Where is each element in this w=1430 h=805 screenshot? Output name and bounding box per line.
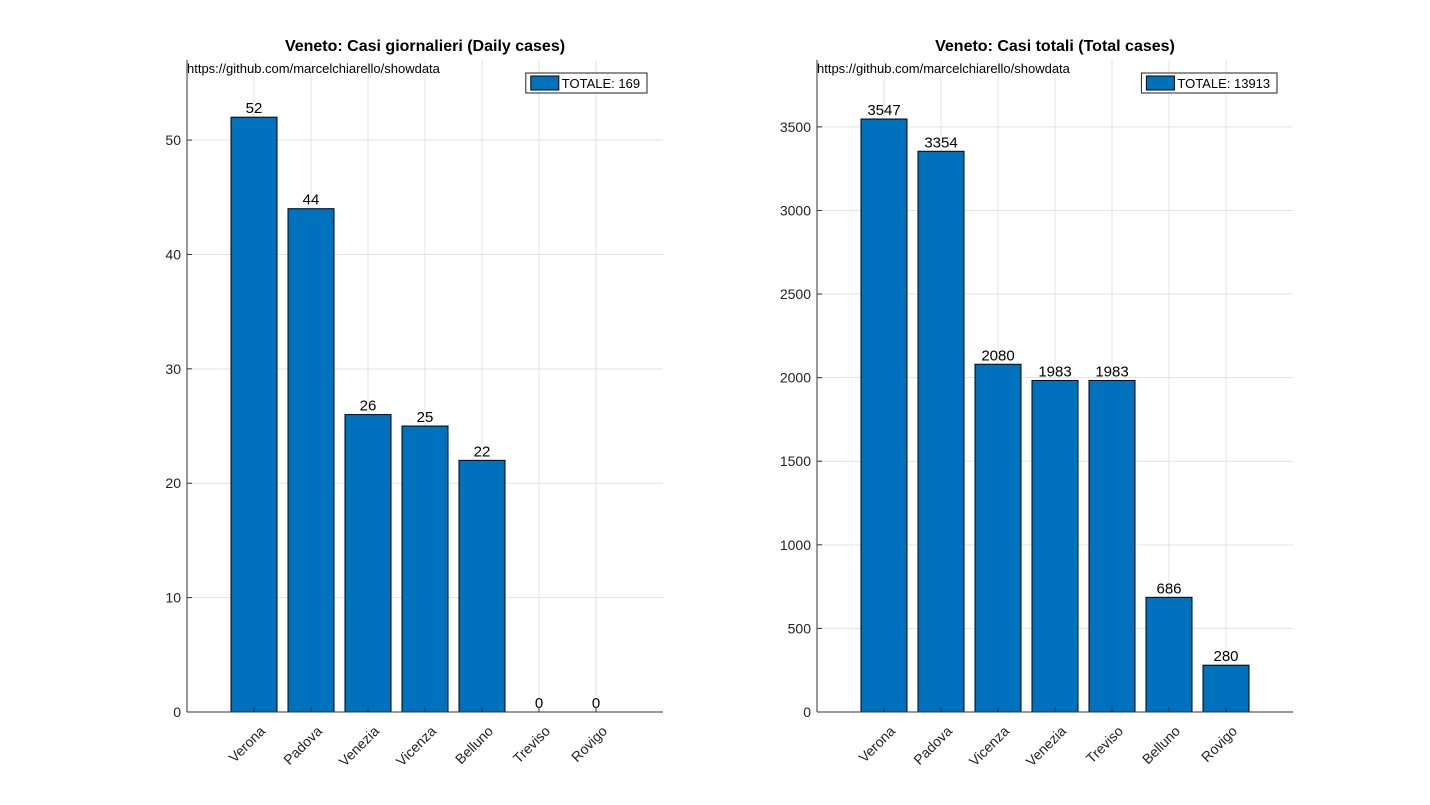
data-label-padova: 44 (303, 192, 320, 209)
bar-belluno (1145, 596, 1193, 713)
data-label-belluno: 22 (474, 443, 491, 460)
legend-swatch (530, 75, 560, 91)
y-tick-label: 40 (165, 246, 181, 262)
x-tick-label-venezia: Venezia (336, 723, 383, 770)
y-tick-label: 1000 (780, 537, 811, 553)
x-tick-label-treviso: Treviso (510, 723, 554, 767)
data-label-rovigo: 280 (1213, 648, 1238, 665)
data-label-verona: 52 (246, 100, 263, 117)
y-tick-label: 500 (788, 620, 812, 636)
bar-venezia (1031, 379, 1079, 713)
chart-title: Veneto: Casi totali (Total cases) (935, 38, 1175, 55)
chart-daily-cases: 0 10 20 30 40 50 52 Verona 44 Padova 26 Venezia 25 Vi… (165, 38, 663, 769)
x-tick-label-vicenza: Vicenza (966, 723, 1013, 770)
x-tick-label-rovigo: Rovigo (568, 723, 610, 765)
x-tick-label-padova: Padova (910, 723, 955, 768)
data-label-venezia: 1983 (1038, 363, 1071, 380)
data-label-belluno: 686 (1156, 580, 1181, 597)
data-label-venezia: 26 (360, 398, 377, 415)
bar-belluno (458, 459, 506, 713)
y-tick-label: 50 (165, 132, 181, 148)
chart-title: Veneto: Casi giornalieri (Daily cases) (285, 38, 565, 55)
x-tick-label-treviso: Treviso (1083, 723, 1127, 767)
x-tick-label-rovigo: Rovigo (1198, 723, 1240, 765)
y-tick-label: 0 (173, 704, 181, 720)
y-tick-label: 1500 (780, 453, 811, 469)
bar-verona (860, 118, 908, 713)
x-tick-label-belluno: Belluno (1139, 723, 1183, 767)
x-tick-label-verona: Verona (855, 723, 898, 766)
y-tick-label: 20 (165, 475, 181, 491)
source-url: https://github.com/marcelchiarello/showd… (187, 61, 441, 76)
bar-vicenza (974, 363, 1022, 713)
legend-swatch (1145, 75, 1175, 91)
x-tick-label-padova: Padova (280, 723, 325, 768)
source-url: https://github.com/marcelchiarello/showd… (817, 61, 1071, 76)
x-tick-label-vicenza: Vicenza (393, 723, 440, 770)
bar-verona (230, 116, 278, 713)
data-label-vicenza: 25 (417, 409, 434, 426)
bar-padova (917, 150, 965, 713)
data-label-vicenza: 2080 (981, 347, 1014, 364)
data-label-rovigo: 0 (592, 695, 600, 712)
data-label-verona: 3547 (867, 102, 900, 119)
legend-label: TOTALE: 169 (562, 76, 640, 91)
bar-venezia (344, 414, 392, 713)
data-label-treviso: 1983 (1095, 363, 1128, 380)
y-tick-label: 0 (803, 704, 811, 720)
chart-total-cases: 0 500 1000 1500 2000 2500 3000 3500 3547 Verona 33… (780, 38, 1293, 769)
x-tick-label-venezia: Venezia (1023, 723, 1070, 770)
x-tick-label-belluno: Belluno (452, 723, 496, 767)
bar-padova (287, 208, 335, 713)
y-tick-label: 30 (165, 361, 181, 377)
y-tick-label: 10 (165, 590, 181, 606)
legend-label: TOTALE: 13913 (1177, 76, 1270, 91)
data-label-treviso: 0 (535, 695, 543, 712)
bar-vicenza (401, 425, 449, 713)
y-tick-label: 3500 (780, 119, 811, 135)
x-tick-label-verona: Verona (225, 723, 268, 766)
data-label-padova: 3354 (924, 134, 957, 151)
y-tick-label: 3000 (780, 202, 811, 218)
bar-rovigo (1202, 664, 1250, 713)
legend-box (1140, 72, 1278, 94)
y-tick-label: 2500 (780, 286, 811, 302)
y-tick-label: 2000 (780, 370, 811, 386)
bar-treviso (1088, 379, 1136, 713)
